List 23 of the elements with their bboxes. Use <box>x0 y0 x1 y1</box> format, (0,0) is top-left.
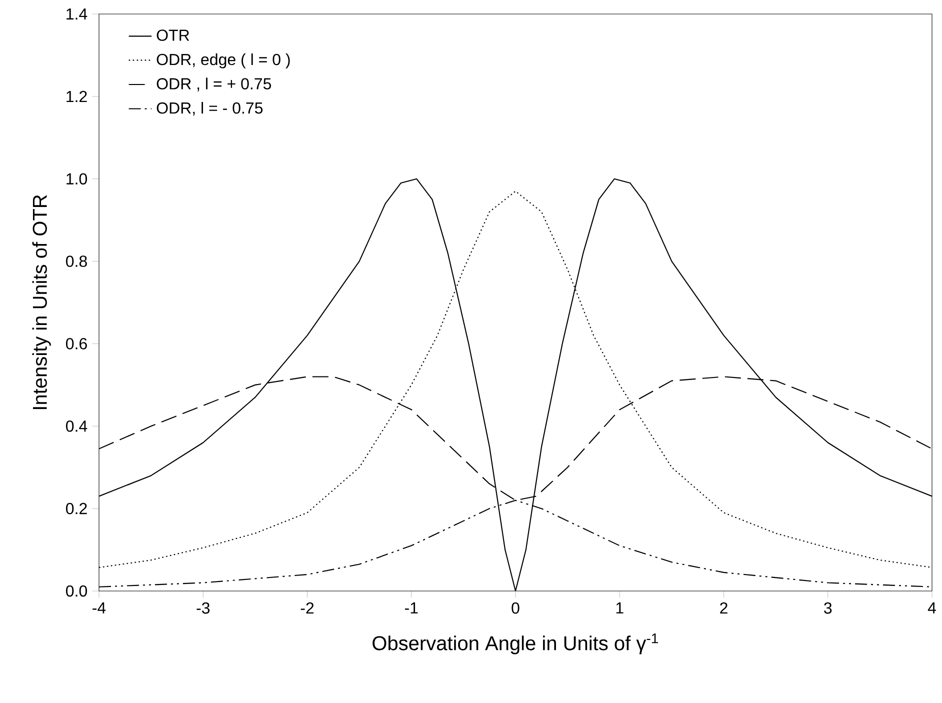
x-tick-label: 2 <box>720 602 728 614</box>
y-tick-label: 1.4 <box>66 8 88 20</box>
legend-label: ODR , l = + 0.75 <box>156 78 272 92</box>
legend-label: ODR, l = - 0.75 <box>156 102 263 116</box>
x-tick-label: 0 <box>512 602 520 614</box>
y-tick-label: 0.2 <box>66 502 87 514</box>
x-tick-label: -2 <box>300 602 314 614</box>
x-tick-label: -3 <box>196 602 210 614</box>
x-tick-label: -4 <box>92 602 106 614</box>
x-tick-label: 3 <box>824 602 832 614</box>
y-tick-label: 0.4 <box>66 420 88 432</box>
x-axis-title: Observation Angle in Units of γ$^{-1}$ <box>372 634 658 654</box>
y-tick-label: 0.8 <box>66 256 87 267</box>
legend-label: OTR <box>156 30 190 41</box>
legend-label: ODR, edge ( l = 0 ) <box>156 53 290 68</box>
x-tick-label: 1 <box>616 602 624 614</box>
y-tick-label: 1.0 <box>66 173 88 185</box>
y-tick-label: 0.6 <box>66 338 87 350</box>
y-tick-label: 0.0 <box>66 585 88 597</box>
y-axis-title: Intensity in Units of OTR <box>32 195 51 410</box>
y-tick-label: 1.2 <box>66 90 87 102</box>
x-tick-label: -1 <box>404 602 418 614</box>
x-tick-label: 4 <box>928 602 936 614</box>
